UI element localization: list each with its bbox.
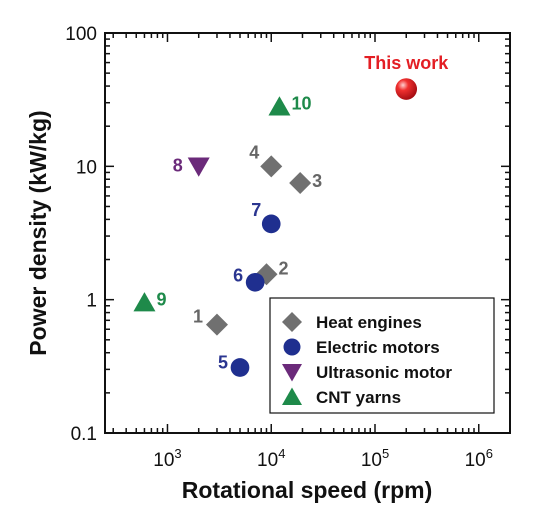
point-label: 10 xyxy=(291,94,311,114)
data-point-diamond xyxy=(260,155,283,178)
data-point-circle xyxy=(245,272,265,292)
legend-entry-label: Ultrasonic motor xyxy=(316,363,452,382)
series-cnt-yarns: 9 10 xyxy=(133,94,311,312)
y-tick-label: 1 xyxy=(86,291,97,312)
point-label: 1 xyxy=(193,307,203,327)
y-axis-ticks: 0.1 1 10 100 xyxy=(65,24,510,445)
point-label: 4 xyxy=(249,142,259,162)
point-label: 8 xyxy=(173,155,183,175)
point-label: 6 xyxy=(233,265,243,285)
legend-entry-label: Heat engines xyxy=(316,313,422,332)
data-point-triangle-up xyxy=(133,292,156,312)
data-point-circle xyxy=(230,358,250,377)
data-points: 1 2 3 4 5 6 7 8 9 10 This work xyxy=(133,53,449,377)
point-label: 9 xyxy=(156,290,166,310)
legend-marker-triangle-up xyxy=(282,387,302,405)
plot-area-frame xyxy=(104,32,511,434)
legend-marker-triangle-down xyxy=(282,364,302,382)
x-tick-label: 106 xyxy=(465,446,493,471)
legend-entry-label: Electric motors xyxy=(316,338,440,357)
legend-box xyxy=(269,297,495,414)
data-point-triangle-up xyxy=(268,96,291,116)
point-label: 3 xyxy=(312,171,322,191)
data-point-sphere xyxy=(395,78,418,100)
point-label: 2 xyxy=(278,258,288,278)
legend-marker-circle xyxy=(283,338,301,356)
data-point-diamond xyxy=(289,171,312,194)
series-this-work: This work xyxy=(364,53,449,100)
y-tick-label: 100 xyxy=(65,24,97,45)
data-point-triangle-down xyxy=(187,157,210,177)
series-electric-motors: 5 6 7 xyxy=(218,200,281,377)
x-tick-label: 103 xyxy=(153,446,181,471)
point-label: 5 xyxy=(218,352,228,372)
y-tick-label: 10 xyxy=(76,157,97,178)
series-heat-engines: 1 2 3 4 xyxy=(193,142,322,336)
x-axis-title: Rotational speed (rpm) xyxy=(182,477,432,503)
legend-marker-diamond xyxy=(282,312,302,332)
x-axis-ticks: 103 104 105 106 xyxy=(112,33,511,471)
legend: Heat engines Electric motors Ultrasonic mo… xyxy=(269,297,495,414)
series-ultrasonic-motor: 8 xyxy=(173,155,210,177)
point-label: 7 xyxy=(251,200,261,220)
y-axis-title: Power density (kW/kg) xyxy=(25,110,51,355)
x-tick-label: 104 xyxy=(257,446,285,471)
data-point-diamond xyxy=(255,263,278,286)
data-point-diamond xyxy=(205,313,228,336)
y-tick-label: 0.1 xyxy=(71,424,97,445)
legend-entry-label: CNT yarns xyxy=(316,388,401,407)
this-work-label: This work xyxy=(364,53,449,73)
x-tick-label: 105 xyxy=(361,446,389,471)
data-point-circle xyxy=(261,214,281,234)
